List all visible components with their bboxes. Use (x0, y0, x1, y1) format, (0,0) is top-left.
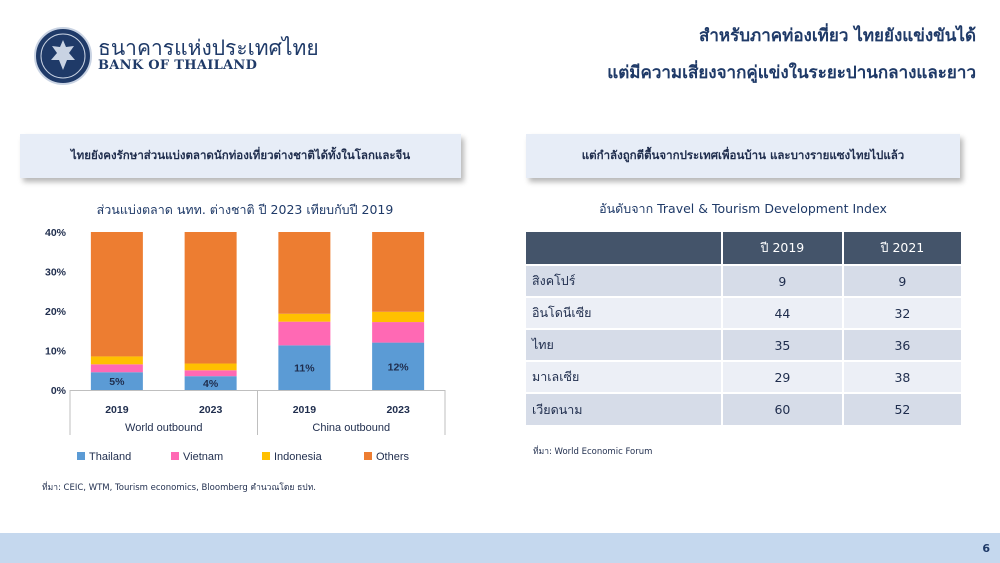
left-callout-text: ไทยยังคงรักษาส่วนแบ่งตลาดนักท่องเที่ยวต่… (70, 148, 411, 162)
table-header-row: ปี 2019 ปี 2021 (526, 232, 961, 265)
right-callout-box: แต่กำลังถูกตีตื้นจากประเทศเพื่อนบ้าน และ… (526, 134, 960, 178)
footer-bar: 6 (0, 533, 1000, 563)
page-number: 6 (982, 542, 990, 555)
chart-title: ส่วนแบ่งตลาด นทท. ต่างชาติ ปี 2023 เทียบ… (96, 202, 394, 217)
garuda-seal-icon (34, 27, 92, 85)
bar-segment-indonesia (372, 311, 425, 323)
bar-segment-others (278, 232, 331, 314)
data-label: 4% (203, 378, 219, 390)
table-row: ไทย 35 36 (526, 328, 961, 361)
headline-line-1: สำหรับภาคท่องเที่ยว ไทยยังแข่งขันได้ (698, 26, 976, 46)
country-cell: ไทย (526, 328, 723, 361)
y-tick-label: 30% (45, 267, 67, 279)
chart-source: ที่มา: CEIC, WTM, Tourism economics, Blo… (42, 483, 316, 493)
org-name-thai: ธนาคารแห่งประเทศไทย (98, 36, 319, 60)
rank-2021-cell: 52 (842, 392, 961, 425)
bar-segment-thailand (278, 345, 331, 390)
legend-label: Indonesia (274, 451, 323, 463)
legend-swatch (262, 452, 270, 460)
y-tick-label: 20% (45, 306, 67, 318)
country-cell: เวียดนาม (526, 392, 723, 425)
country-cell: อินโดนีเซีย (526, 296, 723, 329)
ranking-table: ปี 2019 ปี 2021 สิงคโปร์ 9 9 อินโดนีเซีย… (526, 232, 961, 425)
table-row: อินโดนีเซีย 44 32 (526, 296, 961, 329)
table-row: สิงคโปร์ 9 9 (526, 264, 961, 297)
legend-swatch (364, 452, 372, 460)
bar-segment-others (184, 232, 237, 364)
data-label: 12% (388, 361, 410, 373)
legend-label: Thailand (89, 451, 131, 463)
country-cell: สิงคโปร์ (526, 264, 723, 297)
table-row: มาเลเซีย 29 38 (526, 360, 961, 393)
country-cell: มาเลเซีย (526, 360, 723, 393)
rank-2019-cell: 29 (722, 360, 844, 393)
rank-2021-cell: 36 (842, 328, 961, 361)
column-header-2019: ปี 2019 (722, 232, 844, 265)
bar-segment-thailand (184, 376, 237, 390)
column-header-country (526, 232, 723, 265)
legend-label: Vietnam (183, 451, 223, 463)
table-title: อันดับจาก Travel & Tourism Development I… (599, 201, 887, 216)
bar-segment-others (90, 232, 143, 357)
left-callout-box: ไทยยังคงรักษาส่วนแบ่งตลาดนักท่องเที่ยวต่… (20, 134, 461, 178)
rank-2019-cell: 9 (722, 264, 844, 297)
headline-line-2: แต่มีความเสี่ยงจากคู่แข่งในระยะปานกลางแล… (607, 63, 976, 83)
rank-2021-cell: 38 (842, 360, 961, 393)
group-label: World outbound (125, 422, 202, 434)
legend-swatch (77, 452, 85, 460)
bar-segment-indonesia (184, 363, 237, 371)
y-tick-label: 40% (45, 227, 67, 239)
legend-swatch (171, 452, 179, 460)
bar-segment-vietnam (184, 370, 237, 377)
x-tick-label: 2023 (199, 404, 223, 416)
table-row: เวียดนาม 60 52 (526, 392, 961, 425)
market-share-chart: 0% 10% 20% 30% 40% 5% 2019 4% 2023 11% 2019 12% 2023… (45, 227, 446, 463)
y-tick-label: 10% (45, 346, 67, 358)
x-tick-label: 2019 (293, 404, 317, 416)
bar-segment-thailand (372, 342, 425, 390)
org-name-english: BANK OF THAILAND (98, 58, 258, 73)
bar-segment-indonesia (278, 313, 331, 322)
rank-2021-cell: 9 (842, 264, 961, 297)
data-label: 11% (294, 363, 315, 375)
legend-label: Others (376, 451, 410, 463)
bar-segment-others (372, 232, 425, 312)
rank-2019-cell: 44 (722, 296, 844, 329)
bar-segment-vietnam (372, 322, 425, 343)
bar-segment-vietnam (90, 364, 143, 373)
bar-segment-vietnam (278, 321, 331, 346)
rank-2019-cell: 35 (722, 328, 844, 361)
bar-segment-thailand (90, 372, 143, 390)
x-tick-label: 2019 (105, 404, 129, 416)
column-header-2021: ปี 2021 (842, 232, 961, 265)
data-label: 5% (109, 376, 125, 388)
x-tick-label: 2023 (386, 404, 410, 416)
group-label: China outbound (312, 422, 390, 434)
y-tick-label: 0% (51, 385, 67, 397)
table-source: ที่มา: World Economic Forum (533, 447, 653, 457)
rank-2019-cell: 60 (722, 392, 844, 425)
bar-segment-indonesia (90, 356, 143, 365)
right-callout-text: แต่กำลังถูกตีตื้นจากประเทศเพื่อนบ้าน และ… (581, 148, 905, 162)
rank-2021-cell: 32 (842, 296, 961, 329)
